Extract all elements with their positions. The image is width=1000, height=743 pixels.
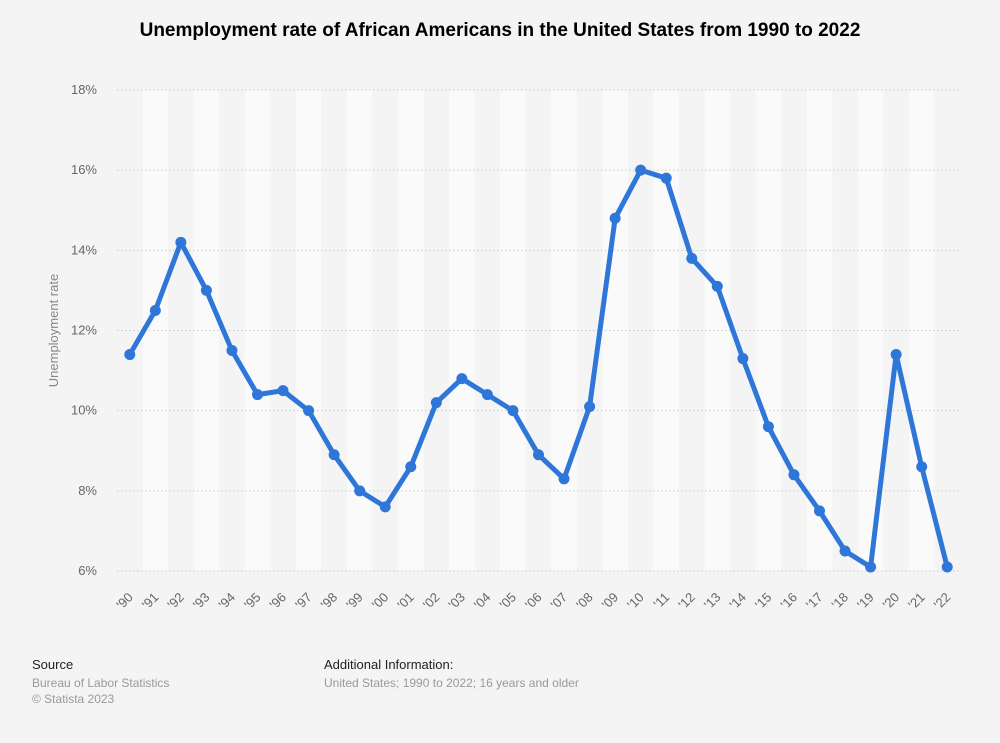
data-point[interactable] <box>507 405 519 417</box>
data-point[interactable] <box>252 389 263 401</box>
data-point[interactable] <box>303 405 315 417</box>
column-band <box>551 90 577 571</box>
x-tick-label: '22 <box>931 590 954 613</box>
x-tick-label: '12 <box>675 590 698 613</box>
x-tick-label: '17 <box>803 590 826 613</box>
y-tick-label: 8% <box>78 483 97 498</box>
source-line: Bureau of Labor Statistics <box>32 676 170 690</box>
data-point[interactable] <box>814 505 825 517</box>
data-point[interactable] <box>762 421 774 433</box>
x-tick-label: '96 <box>267 590 290 613</box>
data-point[interactable] <box>328 449 340 461</box>
footer-source: Source Bureau of Labor Statistics © Stat… <box>32 657 169 707</box>
gridlines <box>117 89 960 572</box>
data-point[interactable] <box>481 389 493 401</box>
data-point[interactable] <box>456 373 468 385</box>
data-point[interactable] <box>354 485 366 497</box>
x-tick-label: '06 <box>522 590 545 613</box>
x-tick-label: '11 <box>650 590 672 612</box>
data-point[interactable] <box>788 469 800 481</box>
x-tick-label: '05 <box>496 590 519 613</box>
data-point[interactable] <box>405 461 417 473</box>
x-tick-label: '18 <box>829 590 852 613</box>
y-axis-title: Unemployment rate <box>46 274 61 387</box>
footer-info: Additional Information: United States; 1… <box>324 657 579 691</box>
data-point[interactable] <box>686 252 698 264</box>
data-points <box>124 164 953 573</box>
info-line: United States; 1990 to 2022; 16 years an… <box>324 676 579 690</box>
x-tick-label: '08 <box>573 590 596 613</box>
x-tick-label: '13 <box>701 590 724 613</box>
data-point[interactable] <box>558 473 570 485</box>
chart-title: Unemployment rate of African Americans i… <box>139 20 861 41</box>
y-tick-label: 6% <box>78 563 97 578</box>
column-band <box>142 90 169 571</box>
y-tick-label: 10% <box>71 403 97 418</box>
data-point[interactable] <box>941 561 953 573</box>
x-tick-label: '00 <box>369 590 392 613</box>
x-tick-label: '90 <box>113 590 136 613</box>
column-band <box>806 90 833 571</box>
x-tick-label: '10 <box>624 590 647 613</box>
data-point[interactable] <box>839 545 851 557</box>
data-point[interactable] <box>660 172 672 184</box>
x-tick-label: '98 <box>318 590 341 613</box>
x-tick-label: '93 <box>190 590 213 613</box>
x-tick-label: '20 <box>880 590 903 613</box>
data-point[interactable] <box>226 345 238 357</box>
x-tick-label: '15 <box>752 590 775 613</box>
data-point[interactable] <box>916 461 928 473</box>
data-point[interactable] <box>865 561 877 573</box>
data-point[interactable] <box>175 236 187 248</box>
data-point[interactable] <box>200 284 212 296</box>
y-tick-label: 18% <box>71 82 97 97</box>
x-tick-label: '19 <box>854 590 877 613</box>
copyright-line: © Statista 2023 <box>32 692 115 706</box>
data-point[interactable] <box>430 397 442 409</box>
data-point[interactable] <box>635 164 647 176</box>
x-tick-label: '07 <box>548 590 571 613</box>
x-tick-label: '04 <box>471 590 494 613</box>
data-point[interactable] <box>890 349 902 361</box>
y-tick-label: 16% <box>71 162 97 177</box>
column-band <box>602 90 628 571</box>
info-heading: Additional Information: <box>324 657 454 672</box>
x-tick-label: '01 <box>394 590 417 613</box>
x-tick-label: '16 <box>777 590 800 613</box>
data-point[interactable] <box>277 385 289 397</box>
data-point[interactable] <box>711 280 723 292</box>
x-tick-labels: '90'91'92'93'94'95'96'97'98'99'00'01'02 '… <box>113 590 953 613</box>
x-tick-label: '02 <box>420 590 443 613</box>
x-tick-label: '91 <box>139 590 162 613</box>
x-tick-label: '95 <box>241 590 264 613</box>
y-tick-label: 14% <box>71 242 97 257</box>
y-tick-labels: 6% 8% 10% 12% 14% 16% 18% <box>71 82 97 578</box>
x-tick-label: '21 <box>905 590 928 613</box>
data-point[interactable] <box>533 449 544 461</box>
x-tick-label: '97 <box>292 590 315 613</box>
data-point[interactable] <box>584 401 596 413</box>
x-tick-label: '94 <box>215 590 238 613</box>
x-tick-label: '09 <box>599 590 622 613</box>
x-tick-label: '99 <box>343 590 366 613</box>
x-tick-label: '92 <box>164 590 187 613</box>
data-point[interactable] <box>149 304 161 316</box>
x-tick-label: '14 <box>726 590 749 613</box>
data-point[interactable] <box>737 353 749 365</box>
data-point[interactable] <box>379 501 391 513</box>
data-point[interactable] <box>124 349 136 361</box>
column-band <box>755 90 782 571</box>
x-tick-label: '03 <box>445 590 468 613</box>
data-point[interactable] <box>609 212 621 224</box>
y-tick-label: 12% <box>71 323 97 338</box>
source-heading: Source <box>32 657 74 672</box>
